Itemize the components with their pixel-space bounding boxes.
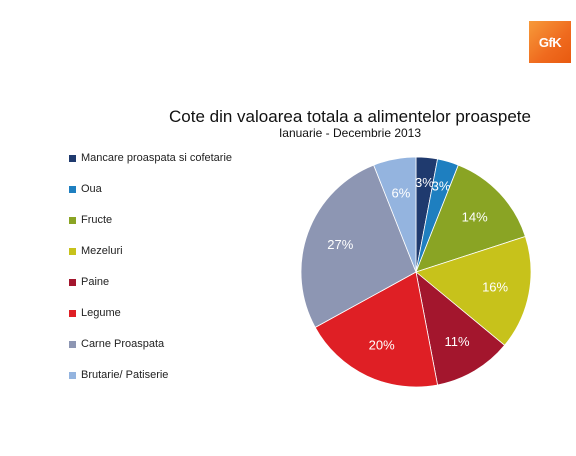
legend-item: Brutarie/ Patiserie bbox=[69, 369, 168, 381]
legend-label: Mezeluri bbox=[81, 245, 123, 257]
chart-subtitle: Ianuarie - Decembrie 2013 bbox=[278, 126, 422, 140]
pie-slice bbox=[373, 156, 417, 273]
legend-item: Carne Proaspata bbox=[69, 338, 164, 350]
legend-label: Oua bbox=[81, 183, 102, 195]
legend-swatch bbox=[69, 154, 76, 162]
slice-data-label: 16% bbox=[482, 280, 508, 295]
legend-item: Legume bbox=[69, 307, 121, 319]
slice-data-label: 6% bbox=[392, 185, 411, 200]
pie-slice bbox=[314, 271, 439, 388]
pie-chart: 3%3% 14% 16% 11% 20% 27% 6% bbox=[300, 156, 532, 388]
legend-label: Legume bbox=[81, 307, 121, 319]
legend-swatch bbox=[69, 278, 76, 286]
legend-swatch bbox=[69, 247, 76, 255]
legend-item: Paine bbox=[69, 276, 109, 288]
slice-data-label: 20% bbox=[369, 337, 395, 352]
legend-item: Fructe bbox=[69, 214, 112, 226]
legend-swatch bbox=[69, 309, 76, 317]
pie-slice bbox=[300, 164, 417, 328]
slice-data-label: 14% bbox=[462, 209, 488, 224]
chart-title: Cote din valoarea totala a alimentelor p… bbox=[169, 107, 531, 126]
pie-slice bbox=[415, 270, 506, 386]
pie-slice bbox=[415, 235, 532, 346]
legend-label: Mancare proaspata si cofetarie bbox=[81, 152, 233, 164]
legend-swatch bbox=[69, 371, 76, 379]
slice-data-label: 27% bbox=[327, 237, 353, 252]
slice-data-label: 3% bbox=[432, 178, 451, 193]
legend-swatch bbox=[69, 340, 76, 348]
legend-item: Mezeluri bbox=[69, 245, 123, 257]
legend-label: Fructe bbox=[81, 214, 113, 226]
legend-label: Brutarie/ Patiserie bbox=[81, 369, 169, 381]
slice-data-label: 11% bbox=[444, 334, 469, 349]
gfk-logo: GfK bbox=[529, 21, 571, 63]
slice-data-label: 3% bbox=[415, 175, 434, 190]
legend-label: Paine bbox=[81, 276, 110, 288]
legend-swatch bbox=[69, 216, 76, 224]
legend-label: Carne Proaspata bbox=[81, 338, 165, 350]
legend-swatch bbox=[69, 185, 76, 193]
legend-item: Oua bbox=[69, 183, 102, 195]
legend-item: Mancare proaspata si cofetarie bbox=[69, 152, 232, 164]
